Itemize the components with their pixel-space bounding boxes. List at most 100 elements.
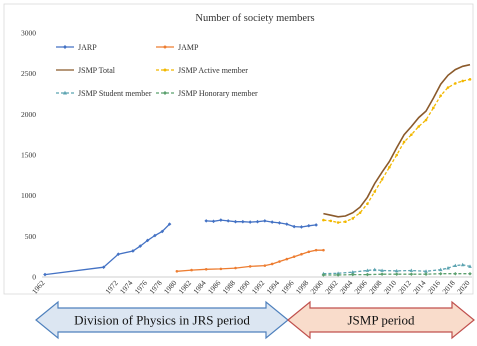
data-point xyxy=(424,272,428,276)
data-point xyxy=(153,233,157,238)
legend-label: JARP xyxy=(78,43,97,52)
data-point xyxy=(424,269,428,273)
data-point xyxy=(453,271,458,276)
data-point xyxy=(336,273,340,277)
data-point xyxy=(285,257,289,261)
data-point xyxy=(454,82,457,85)
data-point xyxy=(394,268,399,273)
data-point xyxy=(395,153,399,157)
legend: JARP JAMP JSMP Total JSMP Active member JSMP… xyxy=(56,43,258,98)
data-point xyxy=(263,219,267,223)
data-point xyxy=(241,219,245,224)
data-point xyxy=(270,262,274,266)
data-point xyxy=(380,268,384,272)
legend-item: JAMP xyxy=(156,43,199,52)
data-point xyxy=(116,252,121,257)
data-point xyxy=(219,218,223,222)
data-point xyxy=(190,268,193,272)
y-tick-label: 0 xyxy=(32,273,36,282)
data-point xyxy=(131,249,135,253)
period-arrow-jrs: Division of Physics in JRS period xyxy=(35,300,289,340)
legend-marker xyxy=(163,68,167,72)
series-jsmp-total xyxy=(323,63,471,218)
period-arrow-jsmp: JSMP period xyxy=(287,300,475,340)
data-point xyxy=(248,265,252,268)
data-point xyxy=(409,268,414,272)
data-point xyxy=(372,267,377,272)
data-point xyxy=(138,244,143,248)
legend-marker xyxy=(63,90,67,95)
legend-item: JSMP Student member xyxy=(56,89,152,98)
plot-frame xyxy=(3,3,474,295)
data-point xyxy=(204,267,208,271)
data-point xyxy=(255,219,260,224)
series-line xyxy=(323,63,471,218)
chart-title: Number of society members xyxy=(195,13,314,24)
data-point xyxy=(314,223,318,227)
data-point xyxy=(278,260,281,263)
data-point xyxy=(219,267,223,271)
data-point xyxy=(432,106,435,110)
data-point xyxy=(292,255,296,258)
data-point xyxy=(439,94,442,97)
data-point xyxy=(204,219,209,223)
series-layer xyxy=(43,63,472,277)
data-point xyxy=(468,78,472,81)
legend-label: JSMP Honorary member xyxy=(178,89,258,98)
data-point xyxy=(366,202,369,206)
data-point xyxy=(307,250,311,254)
y-tick-label: 2500 xyxy=(21,69,36,78)
legend-label: JSMP Total xyxy=(78,66,116,75)
data-point xyxy=(446,86,450,89)
y-tick-label: 500 xyxy=(25,232,37,241)
y-axis-ticks: 0 500 1000 1500 2000 2500 3000 xyxy=(21,29,36,282)
data-point xyxy=(446,266,450,270)
series-line xyxy=(206,219,317,228)
series-jsmp-active-member xyxy=(322,78,472,224)
legend-item: JARP xyxy=(56,43,97,52)
data-point xyxy=(461,79,464,83)
y-tick-label: 3000 xyxy=(21,29,36,38)
data-point xyxy=(314,248,318,252)
data-point xyxy=(175,270,179,273)
data-point xyxy=(322,218,325,222)
data-point xyxy=(410,133,413,136)
y-tick-label: 1500 xyxy=(21,151,36,160)
data-point xyxy=(365,272,370,277)
data-point xyxy=(460,262,465,267)
legend-marker xyxy=(163,91,167,95)
data-point xyxy=(350,272,355,277)
data-point xyxy=(424,118,428,122)
y-tick-label: 2000 xyxy=(21,110,36,119)
legend-label: JSMP Student member xyxy=(78,89,152,98)
legend-item: JSMP Active member xyxy=(156,66,248,75)
data-point xyxy=(263,264,267,267)
jrs-period-label: Division of Physics in JRS period xyxy=(74,313,250,328)
legend-marker xyxy=(163,45,167,49)
data-point xyxy=(336,221,340,224)
legend-label: JSMP Active member xyxy=(178,66,248,75)
data-point xyxy=(167,222,172,226)
data-point xyxy=(409,272,414,276)
series-jarp xyxy=(43,218,318,277)
y-tick-label: 1000 xyxy=(21,191,36,200)
legend-item: JSMP Total xyxy=(56,66,116,75)
data-point xyxy=(292,224,296,229)
data-point xyxy=(285,222,289,226)
data-point xyxy=(468,271,472,276)
jsmp-period-arrow-shape xyxy=(287,300,475,340)
data-point xyxy=(306,223,311,228)
data-point xyxy=(322,248,325,252)
series-jsmp-honorary-member xyxy=(321,271,472,277)
data-point xyxy=(43,272,47,277)
data-point xyxy=(300,252,303,256)
data-point xyxy=(336,271,340,275)
data-point xyxy=(248,220,252,224)
legend-item: JSMP Honorary member xyxy=(156,89,258,98)
legend-marker xyxy=(63,45,67,49)
data-point xyxy=(358,211,362,215)
data-point xyxy=(160,229,165,234)
jsmp-period-label: JSMP period xyxy=(347,313,415,328)
